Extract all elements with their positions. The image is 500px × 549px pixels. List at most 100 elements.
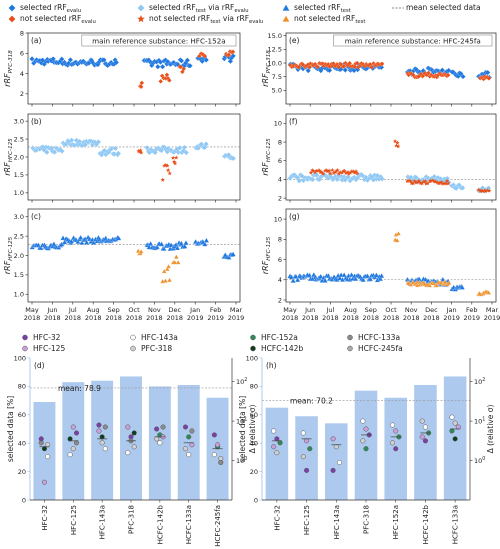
panel-g: 2 4 6 8 10 (g) rRFHFC-125	[261, 208, 497, 305]
delta-point	[70, 424, 76, 430]
data-point	[354, 66, 361, 73]
data-point	[167, 277, 172, 282]
data-point	[369, 64, 375, 70]
data-point	[59, 148, 65, 154]
data-point	[341, 63, 347, 69]
data-point	[317, 273, 324, 279]
xtick-year: 2018	[322, 314, 339, 322]
data-point	[203, 237, 210, 243]
xtick-month: May	[283, 306, 297, 314]
panel-title: main reference substance: HFC-245fa	[345, 37, 481, 46]
xtick-month: Jun	[46, 306, 57, 314]
delta-point	[67, 452, 73, 458]
ylabel: selected data [%]	[6, 396, 15, 462]
delta-point	[73, 430, 80, 436]
data-point	[174, 245, 181, 251]
xtick-year: 2019	[484, 314, 500, 322]
data-point	[161, 268, 167, 274]
data-point	[352, 170, 357, 175]
data-point	[419, 181, 425, 186]
xtick-month: Dec	[169, 306, 182, 314]
data-point	[296, 178, 302, 184]
legend-label: selected rRFtest	[294, 3, 351, 14]
legend-label: HFC-125	[33, 344, 65, 353]
data-point	[60, 235, 66, 241]
data-point	[314, 168, 319, 173]
data-point	[184, 57, 191, 64]
xtick-month: Nov	[148, 306, 161, 314]
data-point	[175, 259, 181, 265]
xtick-month: Jul	[325, 306, 334, 314]
data-point	[163, 162, 168, 167]
delta-point	[157, 440, 163, 446]
ytick-label: 3.0	[14, 117, 24, 125]
legend-label: HCFC-142b	[261, 344, 303, 353]
data-point	[200, 51, 206, 57]
ytick-label: 12.5	[268, 46, 282, 54]
data-point	[227, 58, 234, 64]
data-point	[51, 149, 58, 155]
panel-c: 1.0 1.5 2.0 2.5 3.0 (c) rRFHFC-125	[3, 208, 241, 305]
legend-dot	[130, 334, 136, 341]
data-point	[336, 171, 342, 176]
delta-point	[211, 432, 217, 438]
data-point	[162, 163, 167, 168]
xtick-month: Feb	[210, 306, 222, 314]
data-point	[308, 170, 314, 175]
data-point	[342, 168, 347, 173]
data-point	[322, 277, 328, 283]
data-point	[331, 170, 336, 175]
data-point	[395, 140, 400, 145]
panel-label: (a)	[31, 36, 42, 45]
data-point	[115, 235, 122, 241]
delta-point	[422, 424, 428, 430]
data-point	[412, 178, 418, 183]
data-point	[346, 171, 352, 176]
delta-point	[189, 428, 195, 434]
delta-point	[154, 436, 160, 442]
delta-point	[102, 424, 108, 430]
data-point	[443, 181, 449, 186]
delta-point	[99, 434, 105, 440]
xtick-year: 2018	[126, 314, 143, 322]
data-point	[379, 176, 385, 182]
bar-legend-item: HCFC-133a	[347, 333, 400, 342]
right-tick-label: 100	[474, 456, 485, 465]
data-point	[327, 168, 332, 173]
data-point	[430, 178, 436, 183]
panel-label: (g)	[289, 212, 300, 221]
ylabel: selected data [%]	[238, 396, 247, 462]
data-point	[172, 259, 178, 265]
ytick-label: 2	[20, 90, 24, 98]
legend-dot	[250, 334, 256, 341]
delta-point	[186, 434, 192, 440]
data-point	[77, 234, 84, 240]
category-label: HFC-32	[41, 505, 49, 531]
delta-point	[73, 440, 80, 446]
ytick-label: 40	[18, 440, 26, 448]
data-point	[335, 167, 340, 173]
delta-point	[271, 428, 277, 434]
data-point	[296, 64, 302, 70]
xtick-month: May	[25, 306, 39, 314]
legend-diamond-marker	[8, 4, 16, 12]
data-point	[328, 171, 333, 176]
delta-point	[330, 436, 336, 442]
category-label: HFC-143a	[333, 505, 341, 539]
data-point	[202, 241, 208, 247]
data-point	[423, 178, 428, 184]
delta-point	[131, 444, 137, 450]
right-tick-label: 102	[474, 377, 485, 386]
data-point	[441, 181, 447, 186]
delta-point	[45, 454, 51, 460]
data-point	[434, 180, 440, 185]
legend-label: HFC-152a	[261, 333, 298, 342]
panel-b: 1.0 1.5 2.0 2.5 3.0 (b) rRFHFC-125	[3, 113, 241, 203]
data-point	[405, 178, 410, 184]
data-point	[323, 168, 328, 173]
data-point	[416, 178, 422, 183]
ytick-label: 8	[278, 236, 282, 244]
category-label: PFC-318	[363, 505, 371, 534]
legend-label: PFC-318	[141, 344, 172, 353]
data-point	[187, 63, 193, 69]
